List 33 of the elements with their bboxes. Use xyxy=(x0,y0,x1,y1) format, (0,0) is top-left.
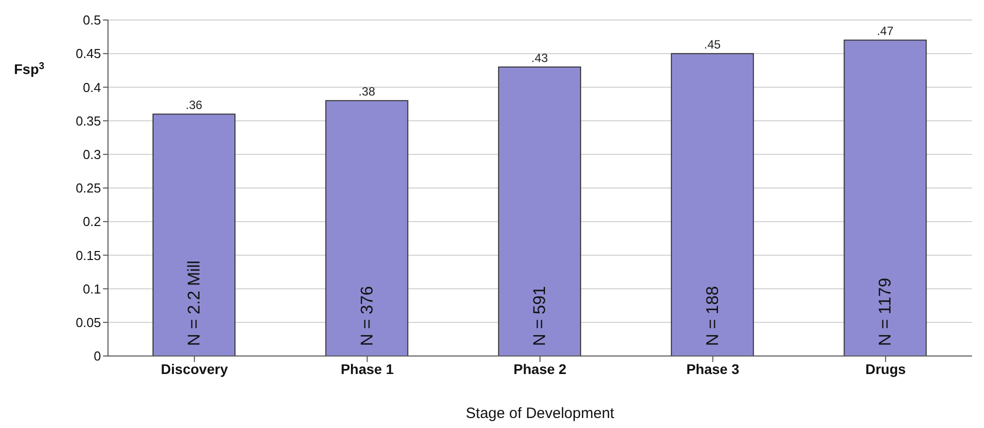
x-tick-label: Phase 1 xyxy=(340,360,394,377)
x-tick-label: Phase 2 xyxy=(514,360,567,377)
y-tick-label: 0.4 xyxy=(82,80,101,95)
annotation: N = 188 xyxy=(702,286,722,346)
x-axis-title: Stage of Development xyxy=(466,405,616,422)
bar xyxy=(152,114,236,356)
data-label: .43 xyxy=(531,51,548,66)
data-label: .36 xyxy=(186,98,203,112)
y-tick-label: 0.25 xyxy=(76,180,101,196)
annotation: N = 2.2 Mill xyxy=(184,260,204,346)
y-tick-label: 0.05 xyxy=(76,315,101,330)
data-label: .38 xyxy=(358,84,376,99)
x-tick-label: Discovery xyxy=(160,360,228,377)
x-tick-label: Drugs xyxy=(865,360,906,377)
data-label: .45 xyxy=(704,38,722,52)
bar xyxy=(670,53,754,356)
y-tick-label: 0.1 xyxy=(82,281,101,296)
y-tick-label: 0.45 xyxy=(76,46,101,62)
data-label: .47 xyxy=(876,24,894,38)
annotation: N = 591 xyxy=(530,286,550,346)
y-tick-label: 0.3 xyxy=(82,147,101,162)
y-axis-title: Fsp$^{3}$ xyxy=(14,60,45,77)
bar xyxy=(844,40,927,356)
bar xyxy=(498,66,582,356)
bar xyxy=(325,100,408,356)
x-tick-label: Phase 3 xyxy=(686,360,740,377)
annotation: N = 1179 xyxy=(876,278,895,346)
y-tick-label: 0 xyxy=(94,348,101,364)
annotation: N = 376 xyxy=(357,286,376,346)
y-tick-label: 0.2 xyxy=(82,214,101,230)
y-tick-label: 0.35 xyxy=(76,113,101,128)
y-tick-label: 0.5 xyxy=(82,12,101,28)
y-tick-label: 0.15 xyxy=(76,248,101,263)
